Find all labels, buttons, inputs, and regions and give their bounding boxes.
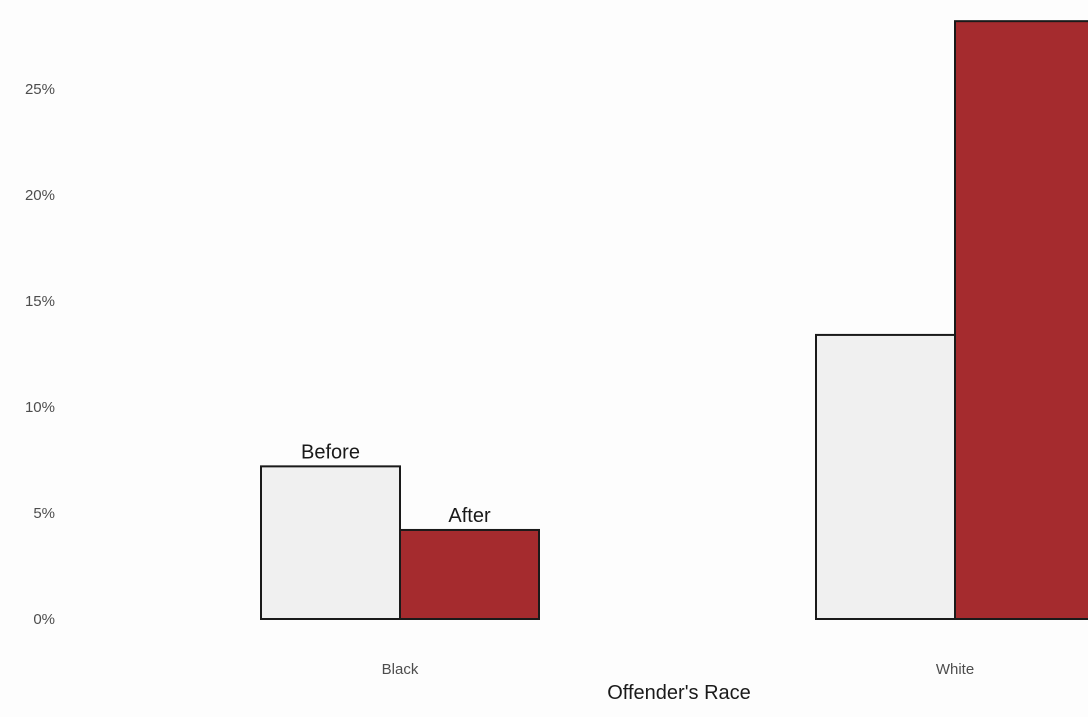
y-axis-ticks: 0% 5% 10% 15% 20% 25% (25, 81, 55, 628)
bar-labels: Before After (301, 441, 491, 527)
bar-label-after: After (448, 505, 491, 527)
y-tick-label: 10% (25, 399, 55, 416)
x-axis-categories: Black White (382, 661, 975, 678)
y-tick-label: 5% (33, 505, 55, 522)
y-tick-label: 20% (25, 187, 55, 204)
x-category-label: Black (382, 661, 419, 678)
bar-before-white (815, 333, 956, 620)
bar-before-black (260, 465, 401, 620)
bar-label-before: Before (301, 441, 360, 463)
x-category-label: White (936, 661, 974, 678)
y-tick-label: 0% (33, 611, 55, 628)
y-tick-label: 25% (25, 81, 55, 98)
bar-after-black (399, 528, 540, 621)
y-tick-label: 15% (25, 293, 55, 310)
bars (260, 20, 1088, 621)
bar-after-white (954, 20, 1088, 621)
x-axis-title: Offender's Race (607, 682, 751, 704)
